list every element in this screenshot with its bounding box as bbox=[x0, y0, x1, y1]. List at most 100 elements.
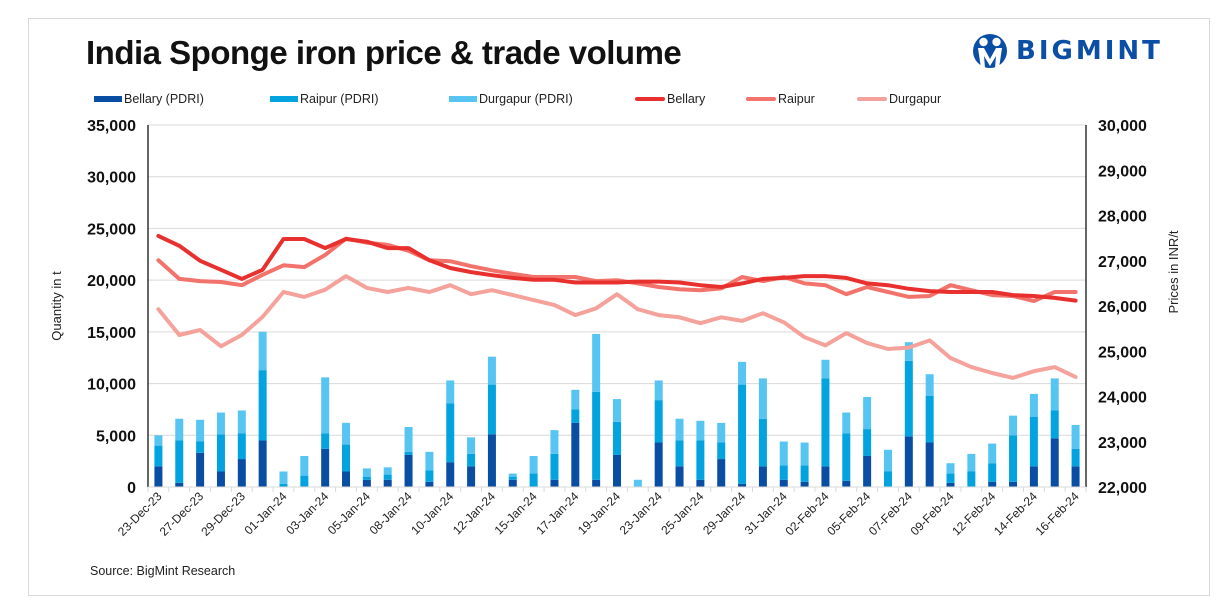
left-axis-tick-label: 35,000 bbox=[87, 118, 136, 135]
bar-durgapur-pdri bbox=[633, 479, 642, 487]
bar-raipur-pdri bbox=[988, 463, 997, 482]
bar-bellary-pdri bbox=[654, 442, 663, 487]
source-note: Source: BigMint Research bbox=[90, 564, 236, 578]
bar-durgapur-pdri bbox=[967, 453, 976, 472]
x-axis-tick-label: 14-Feb-24 bbox=[991, 489, 1040, 538]
bar-raipur-pdri bbox=[675, 440, 684, 467]
bar-durgapur-pdri bbox=[738, 361, 747, 385]
bar-durgapur-pdri bbox=[1050, 378, 1059, 411]
bar-durgapur-pdri bbox=[342, 422, 351, 445]
bar-raipur-pdri bbox=[946, 473, 955, 483]
left-axis-ticks: 0 5,000 10,000 15,000 20,000 25,000 30,000 35,0… bbox=[87, 118, 136, 497]
bar-bellary-pdri bbox=[863, 455, 872, 487]
bar-raipur-pdri bbox=[321, 433, 330, 449]
right-axis-tick-label: 22,000 bbox=[1098, 480, 1147, 497]
bar-durgapur-pdri bbox=[863, 397, 872, 430]
bar-bellary-pdri bbox=[321, 448, 330, 487]
bar-durgapur-pdri bbox=[821, 359, 830, 379]
bar-bellary-pdri bbox=[842, 480, 851, 487]
bar-durgapur-pdri bbox=[175, 418, 184, 441]
right-axis-tick-label: 27,000 bbox=[1098, 254, 1147, 271]
left-axis-tick-label: 25,000 bbox=[87, 221, 136, 238]
bar-durgapur-pdri bbox=[613, 399, 621, 422]
x-axis-tick-label: 09-Feb-24 bbox=[908, 489, 957, 538]
x-axis-tick-label: 05-Jan-24 bbox=[325, 489, 373, 537]
bar-bellary-pdri bbox=[467, 466, 476, 487]
bar-bellary-pdri bbox=[696, 479, 705, 487]
line-series bbox=[156, 233, 1078, 380]
bar-bellary-pdri bbox=[446, 462, 455, 487]
bar-durgapur-pdri bbox=[467, 437, 476, 454]
axes bbox=[147, 125, 1087, 492]
bar-bellary-pdri bbox=[1029, 466, 1038, 487]
left-axis-tick-label: 30,000 bbox=[87, 170, 136, 187]
bar-bellary-pdri bbox=[988, 481, 997, 487]
right-axis-title: Prices in INR/t bbox=[1166, 230, 1181, 313]
x-axis-tick-label: 08-Jan-24 bbox=[367, 489, 415, 537]
bar-durgapur-pdri bbox=[696, 420, 705, 441]
legend-label: Durgapur (PDRI) bbox=[479, 92, 573, 106]
line-durgapur bbox=[156, 274, 1078, 380]
bar-raipur-pdri bbox=[279, 483, 288, 487]
bar-bellary-pdri bbox=[717, 459, 726, 487]
bar-bellary-pdri bbox=[237, 459, 246, 487]
bar-bellary-pdri bbox=[592, 479, 601, 487]
bar-raipur-pdri bbox=[821, 378, 830, 467]
legend-item-durgapur: Durgapur bbox=[857, 92, 941, 106]
right-axis-tick-label: 24,000 bbox=[1098, 390, 1147, 407]
left-axis-tick-label: 20,000 bbox=[87, 273, 136, 290]
bar-raipur-pdri bbox=[904, 360, 913, 437]
bar-raipur-pdri bbox=[383, 474, 392, 480]
bar-durgapur-pdri bbox=[988, 443, 997, 464]
bar-raipur-pdri bbox=[613, 421, 621, 455]
bar-bellary-pdri bbox=[362, 479, 371, 487]
bar-raipur-pdri bbox=[883, 471, 892, 487]
bar-raipur-pdri bbox=[258, 370, 267, 441]
bar-durgapur-pdri bbox=[1071, 424, 1080, 449]
bar-bellary-pdri bbox=[675, 466, 684, 487]
bar-raipur-pdri bbox=[779, 465, 788, 480]
bar-raipur-pdri bbox=[1071, 448, 1080, 467]
bar-raipur-pdri bbox=[863, 429, 872, 456]
right-axis-tick-label: 26,000 bbox=[1098, 299, 1147, 316]
bar-durgapur-pdri bbox=[321, 377, 330, 434]
bar-bellary-pdri bbox=[258, 440, 267, 487]
right-axis-tick-label: 30,000 bbox=[1098, 118, 1147, 135]
legend-item-raipur-pdri: Raipur (PDRI) bbox=[270, 92, 379, 106]
bar-durgapur-pdri bbox=[1029, 393, 1038, 417]
bar-durgapur-pdri bbox=[300, 455, 309, 476]
bar-raipur-pdri bbox=[800, 465, 809, 482]
x-axis-tick-label: 27-Dec-23 bbox=[157, 489, 207, 539]
bar-raipur-pdri bbox=[738, 384, 747, 484]
bar-bellary-pdri bbox=[1050, 438, 1059, 487]
bar-bellary-pdri bbox=[508, 479, 517, 487]
legend-label: Raipur bbox=[778, 92, 815, 106]
bar-durgapur-pdri bbox=[571, 389, 580, 410]
bar-raipur-pdri bbox=[842, 433, 851, 481]
bar-durgapur-pdri bbox=[383, 467, 392, 475]
bar-raipur-pdri bbox=[717, 442, 726, 460]
bar-raipur-pdri bbox=[1050, 410, 1059, 439]
bar-durgapur-pdri bbox=[154, 435, 163, 446]
bar-bellary-pdri bbox=[904, 436, 913, 487]
chart-title: India Sponge iron price & trade volume bbox=[86, 34, 682, 71]
bar-bellary-pdri bbox=[613, 454, 621, 487]
left-axis-tick-label: 5,000 bbox=[96, 428, 136, 445]
bar-bellary-pdri bbox=[425, 481, 434, 487]
legend-item-raipur: Raipur bbox=[746, 92, 815, 106]
bar-durgapur-pdri bbox=[550, 430, 559, 454]
bar-durgapur-pdri bbox=[779, 441, 788, 466]
legend-swatch bbox=[449, 96, 477, 102]
x-axis-tick-label: 12-Feb-24 bbox=[949, 489, 998, 538]
left-axis-tick-label: 15,000 bbox=[87, 325, 136, 342]
bar-durgapur-pdri bbox=[258, 331, 267, 371]
x-axis-tick-label: 23-Jan-24 bbox=[617, 489, 665, 537]
bar-raipur-pdri bbox=[362, 476, 371, 480]
bar-raipur-pdri bbox=[1009, 435, 1018, 482]
line-raipur bbox=[156, 236, 1078, 303]
bar-bellary-pdri bbox=[216, 471, 225, 487]
legend-swatch bbox=[270, 96, 298, 102]
bar-raipur-pdri bbox=[529, 473, 538, 487]
bar-durgapur-pdri bbox=[842, 412, 851, 434]
